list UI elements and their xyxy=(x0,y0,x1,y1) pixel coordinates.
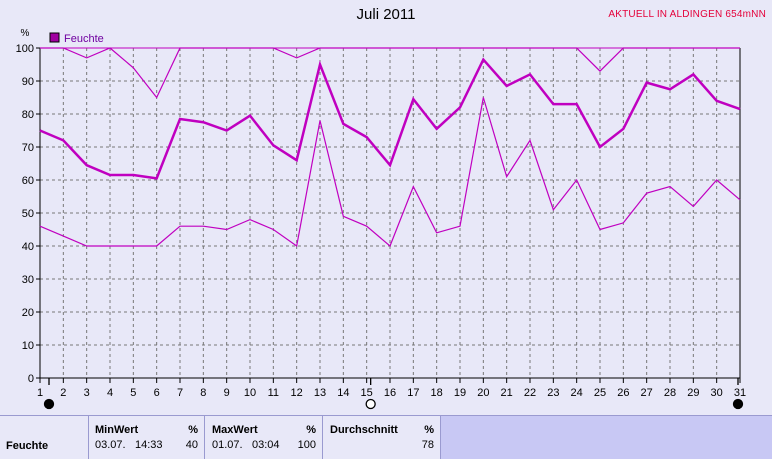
moon-new-icon xyxy=(732,398,744,410)
x-tick-label: 17 xyxy=(407,387,419,399)
chart-title: Juli 2011 xyxy=(356,6,416,23)
y-tick-label: 0 xyxy=(28,373,34,385)
x-tick-label: 29 xyxy=(687,387,699,399)
legend-label: Feuchte xyxy=(64,33,104,45)
x-tick-label: 13 xyxy=(314,387,326,399)
series-min-line xyxy=(39,97,741,248)
x-tick-label: 3 xyxy=(84,387,90,399)
avg-header: Durchschnitt xyxy=(330,424,398,436)
x-tick-label: 14 xyxy=(337,387,349,399)
x-tick-label: 5 xyxy=(130,387,136,399)
x-tick-label: 19 xyxy=(454,387,466,399)
stats-max-cell: MaxWert % 01.07. 03:04 100 xyxy=(205,416,323,459)
x-tick-label: 25 xyxy=(594,387,606,399)
x-tick-label: 22 xyxy=(524,387,536,399)
x-tick-label: 1 xyxy=(37,387,43,399)
y-tick-label: 90 xyxy=(22,76,34,88)
y-tick-label: 50 xyxy=(22,208,34,220)
avg-value: 78 xyxy=(421,439,434,451)
avg-unit: % xyxy=(424,424,434,436)
y-tick-label: 20 xyxy=(22,307,34,319)
min-header: MinWert xyxy=(95,424,139,436)
x-tick-label: 27 xyxy=(641,387,653,399)
series-avg-line xyxy=(39,57,741,180)
y-tick-label: 40 xyxy=(22,241,34,253)
moon-full-icon xyxy=(365,398,376,410)
x-tick-label: 30 xyxy=(711,387,723,399)
station-label: AKTUELL IN ALDINGEN 654mNN xyxy=(608,9,766,20)
series-max-line xyxy=(40,47,740,99)
x-tick-label: 31 xyxy=(734,387,746,399)
max-date: 01.07. xyxy=(212,439,243,451)
x-tick-label: 11 xyxy=(268,387,279,399)
x-tick-label: 4 xyxy=(107,387,113,399)
moon-new-icon xyxy=(43,398,55,410)
stats-rowname-cell: Feuchte xyxy=(0,416,89,459)
x-tick-label: 6 xyxy=(154,387,160,399)
max-value: 100 xyxy=(297,439,316,451)
min-value: 40 xyxy=(185,439,198,451)
x-tick-label: 23 xyxy=(547,387,559,399)
stats-min-cell: MinWert % 03.07. 14:33 40 xyxy=(89,416,205,459)
min-unit: % xyxy=(188,424,198,436)
y-tick-label: 60 xyxy=(22,175,34,187)
x-tick-label: 21 xyxy=(501,387,513,399)
x-tick-label: 18 xyxy=(431,387,443,399)
x-tick-label: 12 xyxy=(291,387,303,399)
max-unit: % xyxy=(306,424,316,436)
stats-avg-cell: Durchschnitt % 78 xyxy=(323,416,441,459)
y-tick-label: 100 xyxy=(16,43,34,55)
x-tick-label: 20 xyxy=(477,387,489,399)
x-tick-label: 10 xyxy=(244,387,256,399)
x-tick-label: 15 xyxy=(361,387,373,399)
min-time: 14:33 xyxy=(135,439,163,451)
x-tick-label: 16 xyxy=(384,387,396,399)
legend-swatch xyxy=(49,32,60,43)
max-header: MaxWert xyxy=(212,424,258,436)
stats-table: Feuchte MinWert % 03.07. 14:33 40 MaxWer… xyxy=(0,415,772,459)
max-time: 03:04 xyxy=(252,439,280,451)
x-tick-label: 9 xyxy=(224,387,230,399)
min-date: 03.07. xyxy=(95,439,126,451)
y-tick-label: 10 xyxy=(22,340,34,352)
x-tick-label: 26 xyxy=(617,387,629,399)
y-axis-label: % xyxy=(21,28,30,39)
x-tick-label: 24 xyxy=(571,387,583,399)
x-tick-label: 7 xyxy=(177,387,183,399)
y-tick-label: 80 xyxy=(22,109,34,121)
x-tick-label: 28 xyxy=(664,387,676,399)
y-tick-label: 30 xyxy=(22,274,34,286)
x-tick-label: 8 xyxy=(200,387,206,399)
stats-row-label: Feuchte xyxy=(6,440,49,452)
x-tick-label: 2 xyxy=(60,387,66,399)
y-tick-label: 70 xyxy=(22,142,34,154)
